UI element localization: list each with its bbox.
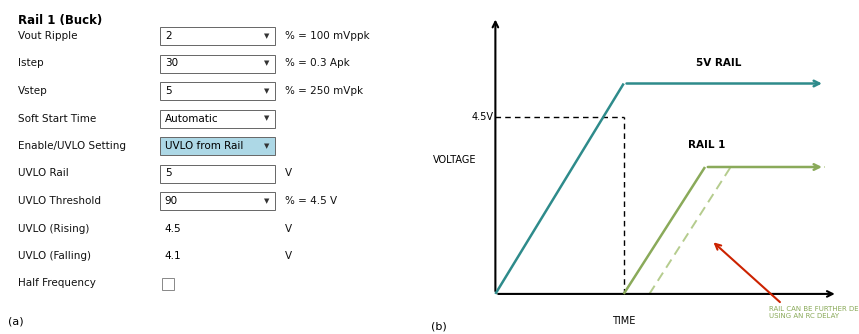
Text: VOLTAGE: VOLTAGE [433,155,477,165]
Bar [160,54,275,72]
Text: RAIL CAN BE FURTHER DELAYED
USING AN RC DELAY: RAIL CAN BE FURTHER DELAYED USING AN RC … [769,306,859,319]
Text: Vstep: Vstep [18,86,48,96]
Bar [160,192,275,210]
Text: 4.5V: 4.5V [472,112,493,122]
Text: % = 4.5 V: % = 4.5 V [284,196,337,206]
Text: (a): (a) [8,316,23,326]
Text: ▼: ▼ [264,88,270,94]
Text: (b): (b) [431,321,447,331]
Bar [160,82,275,100]
Text: Soft Start Time: Soft Start Time [18,114,96,124]
Text: UVLO (Falling): UVLO (Falling) [18,251,91,261]
Text: ▼: ▼ [264,33,270,39]
Text: 5V RAIL: 5V RAIL [697,58,742,68]
Text: 5: 5 [165,168,172,178]
Text: % = 250 mVpk: % = 250 mVpk [284,86,362,96]
Text: % = 0.3 Apk: % = 0.3 Apk [284,58,350,68]
Text: TIME: TIME [612,316,636,326]
Text: 4.5: 4.5 [165,223,181,233]
Bar [160,27,275,45]
Bar [160,110,275,128]
Text: Half Frequency: Half Frequency [18,279,96,289]
Text: 4.1: 4.1 [165,251,181,261]
Text: V: V [284,223,292,233]
Text: UVLO Rail: UVLO Rail [18,168,69,178]
Text: UVLO Threshold: UVLO Threshold [18,196,101,206]
Bar [161,278,174,290]
Text: 30: 30 [165,58,178,68]
Text: V: V [284,168,292,178]
Text: Automatic: Automatic [165,114,218,124]
Text: Istep: Istep [18,58,44,68]
Text: 2: 2 [165,31,172,41]
Text: RAIL 1: RAIL 1 [688,140,725,150]
Text: UVLO (Rising): UVLO (Rising) [18,223,89,233]
Text: Rail 1 (Buck): Rail 1 (Buck) [18,14,102,27]
Text: ▼: ▼ [264,198,270,204]
Bar [160,137,275,155]
Text: 5: 5 [165,86,172,96]
Text: V: V [284,251,292,261]
Text: ▼: ▼ [264,143,270,149]
Text: % = 100 mVppk: % = 100 mVppk [284,31,369,41]
Text: ▼: ▼ [264,116,270,122]
Text: 90: 90 [165,196,178,206]
Bar [160,165,275,182]
Text: ▼: ▼ [264,60,270,66]
Text: Vout Ripple: Vout Ripple [18,31,77,41]
Text: UVLO from Rail: UVLO from Rail [165,141,243,151]
Text: Enable/UVLO Setting: Enable/UVLO Setting [18,141,126,151]
